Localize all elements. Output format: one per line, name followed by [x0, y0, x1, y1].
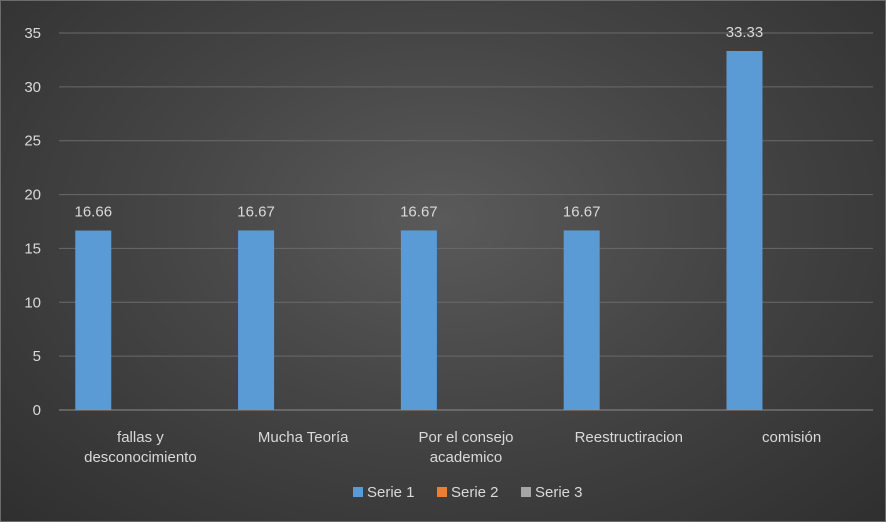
category-label: Mucha Teoría — [258, 429, 349, 446]
category-label-line: Mucha Teoría — [258, 429, 349, 446]
gridlines — [59, 32, 873, 411]
data-label: 16.66 — [75, 204, 113, 221]
y-tick-label: 30 — [24, 79, 41, 96]
data-label: 16.67 — [237, 203, 275, 220]
legend-swatch — [437, 487, 447, 497]
category-label: comisión — [762, 429, 821, 446]
category-label-line: desconocimiento — [84, 449, 197, 466]
legend-swatch — [521, 487, 531, 497]
legend: Serie 1 Serie 2 Serie 3 — [353, 484, 583, 501]
data-label: 16.67 — [400, 203, 438, 220]
legend-label: Serie 2 — [451, 484, 499, 501]
y-tick-label: 0 — [33, 402, 41, 419]
y-tick-label: 10 — [24, 294, 41, 311]
category-label-line: Reestructiracion — [575, 429, 683, 446]
data-labels: 16.66 16.67 16.67 16.67 33.33 — [75, 24, 764, 221]
data-label: 16.67 — [563, 203, 601, 220]
y-tick-label: 25 — [24, 133, 41, 150]
legend-label: Serie 1 — [367, 484, 415, 501]
legend-label: Serie 3 — [535, 484, 583, 501]
data-label: 33.33 — [726, 24, 764, 41]
y-tick-label: 20 — [24, 187, 41, 204]
category-label: Reestructiracion — [575, 429, 683, 446]
y-tick-label: 15 — [24, 240, 41, 257]
category-label-line: Por el consejo — [418, 429, 513, 446]
category-label-line: academico — [430, 449, 503, 466]
bar[interactable] — [400, 230, 437, 410]
category-label: Por el consejo academico — [418, 429, 513, 466]
bars — [75, 50, 763, 411]
bar[interactable] — [563, 230, 600, 410]
bar[interactable] — [75, 230, 112, 410]
category-label: fallas y desconocimiento — [84, 429, 197, 466]
bar[interactable] — [726, 50, 763, 411]
y-tick-label: 5 — [33, 348, 41, 365]
legend-swatch — [353, 487, 363, 497]
category-label-line: comisión — [762, 429, 821, 446]
y-tick-label: 35 — [24, 25, 41, 42]
bar[interactable] — [238, 230, 275, 410]
category-label-line: fallas y — [117, 429, 164, 446]
x-axis-categories: fallas y desconocimiento Mucha Teoría Por e… — [84, 429, 821, 466]
y-axis-ticks: 0 5 10 15 20 25 30 35 — [24, 25, 41, 419]
